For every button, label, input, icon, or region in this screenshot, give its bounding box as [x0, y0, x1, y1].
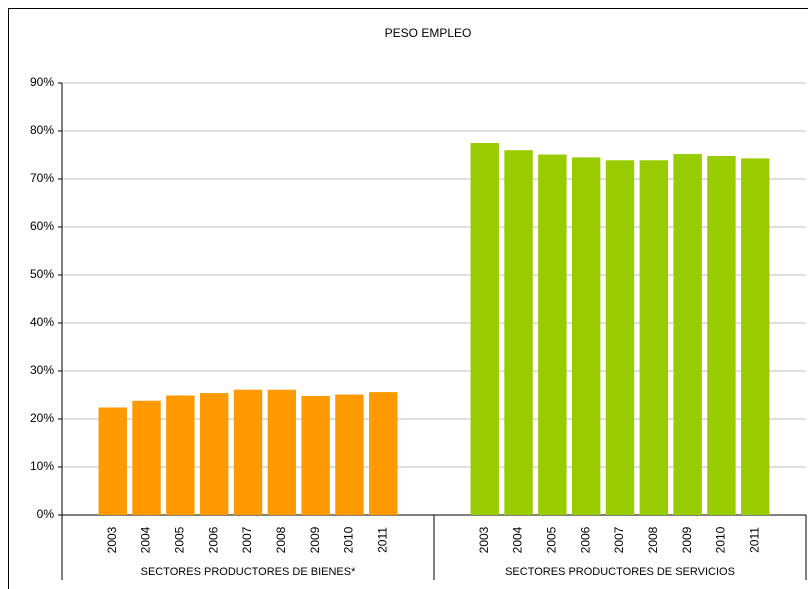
- bar: [673, 154, 702, 516]
- x-tick-label: 2008: [646, 526, 660, 553]
- bar: [571, 157, 601, 515]
- x-tick-label: 2003: [477, 526, 491, 553]
- bar: [166, 395, 195, 515]
- bar: [470, 143, 499, 515]
- y-tick-label: 40%: [30, 315, 54, 329]
- y-tick-label: 20%: [30, 411, 54, 425]
- x-tick-label: 2004: [511, 526, 525, 553]
- x-tick-label: 2009: [680, 526, 694, 553]
- y-tick-label: 50%: [30, 267, 54, 281]
- y-tick-label: 60%: [30, 219, 54, 233]
- y-tick-label: 80%: [30, 123, 54, 137]
- bar: [199, 393, 229, 515]
- x-tick-label: 2005: [545, 526, 559, 553]
- y-tick-label: 90%: [30, 75, 54, 89]
- bar: [335, 394, 364, 515]
- x-tick-label: 2010: [714, 526, 728, 553]
- y-tick-label: 0%: [37, 507, 55, 521]
- group-label: SECTORES PRODUCTORES DE BIENES*: [141, 566, 356, 578]
- x-tick-label: 2004: [139, 526, 153, 553]
- x-tick-label: 2007: [612, 526, 626, 553]
- bar: [267, 389, 297, 515]
- bar: [605, 160, 635, 515]
- x-tick-label: 2005: [173, 526, 187, 553]
- bar: [741, 158, 770, 516]
- x-tick-label: 2008: [274, 526, 288, 553]
- x-tick-label: 2009: [308, 526, 322, 553]
- x-tick-label: 2006: [206, 526, 220, 553]
- bar: [98, 407, 127, 515]
- x-tick-label: 2010: [342, 526, 356, 553]
- bar: [707, 155, 736, 515]
- x-tick-label: 2011: [747, 527, 761, 553]
- bar: [132, 400, 161, 515]
- y-tick-label: 10%: [30, 459, 54, 473]
- bar: [301, 395, 330, 515]
- x-tick-label: 2006: [578, 526, 592, 553]
- x-tick-label: 2011: [375, 527, 389, 553]
- y-tick-label: 70%: [30, 171, 54, 185]
- bar: [369, 392, 398, 515]
- chart-title: PESO EMPLEO: [385, 26, 472, 40]
- bar: [504, 150, 533, 515]
- y-tick-label: 30%: [30, 363, 54, 377]
- bar: [639, 160, 669, 515]
- bar: [233, 389, 263, 515]
- group-label: SECTORES PRODUCTORES DE SERVICIOS: [505, 566, 735, 578]
- chart-frame: [8, 8, 808, 589]
- bar: [538, 154, 567, 515]
- x-tick-label: 2007: [240, 526, 254, 553]
- x-tick-label: 2003: [105, 526, 119, 553]
